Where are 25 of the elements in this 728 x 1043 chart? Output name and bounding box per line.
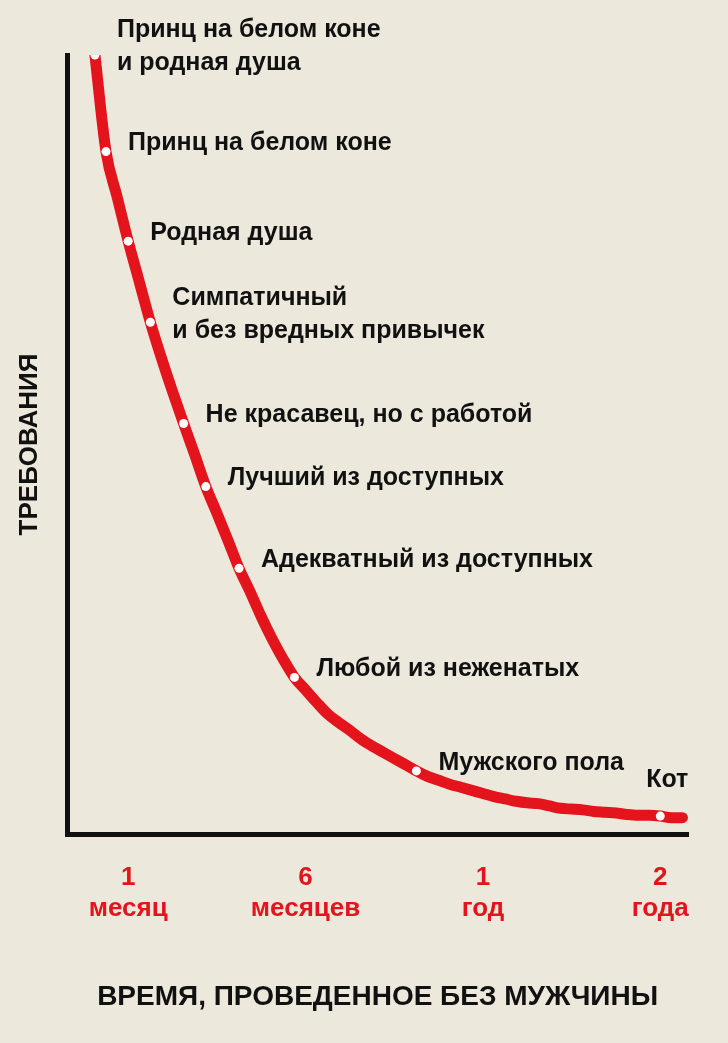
point	[201, 482, 211, 492]
x-tick-label: 2 года	[631, 860, 690, 922]
annotation: Родная душа	[150, 217, 314, 246]
point	[101, 147, 111, 157]
y-axis-title: ТРЕБОВАНИЯ	[12, 353, 43, 536]
point	[655, 811, 665, 821]
point	[234, 563, 244, 573]
point	[289, 672, 299, 682]
annotation: Не красавец, но с работой	[205, 399, 533, 428]
annotation: Симпатичный и без вредных привычек	[172, 281, 485, 343]
point	[145, 317, 155, 327]
annotation: Кот	[646, 763, 689, 792]
x-tick-label: 1 год	[461, 860, 505, 922]
annotation: Адекватный из доступных	[261, 544, 594, 573]
point	[179, 418, 189, 428]
annotation: Мужского пола	[438, 746, 626, 775]
x-tick-label: 1 месяц	[88, 860, 168, 922]
annotation: Принц на белом коне	[128, 127, 392, 156]
annotation: Любой из неженатых	[316, 653, 580, 682]
x-axis-title: ВРЕМЯ, ПРОВЕДЕННОЕ БЕЗ МУЖЧИНЫ	[97, 979, 659, 1011]
point	[411, 766, 421, 776]
annotation: Лучший из доступных	[227, 462, 505, 491]
annotation: Принц на белом коне и родная душа	[116, 14, 381, 76]
point	[123, 236, 133, 246]
x-tick-label: 6 месяцев	[250, 860, 361, 922]
